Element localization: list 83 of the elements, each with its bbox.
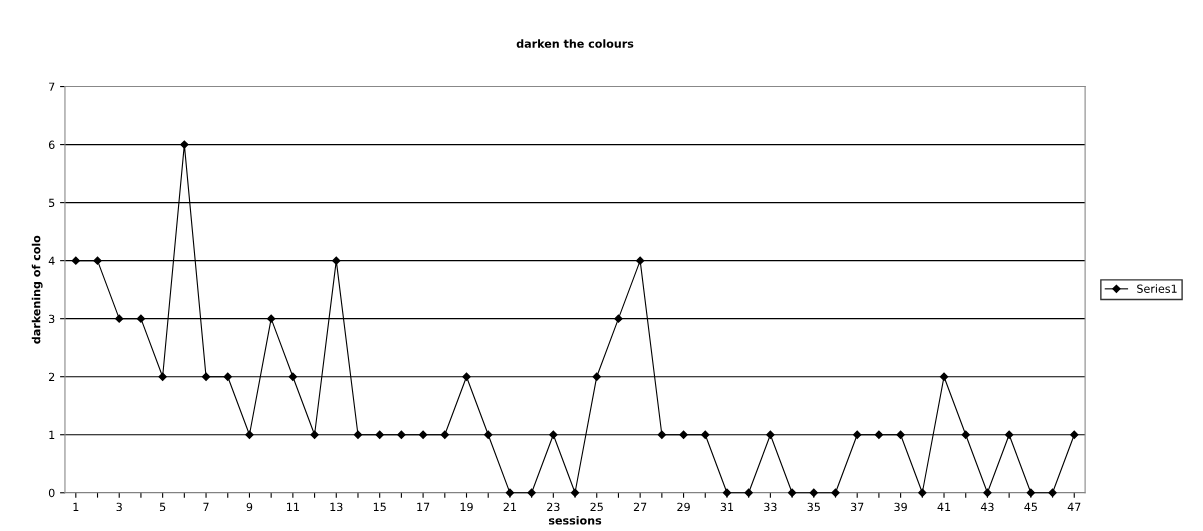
x-tick-label: 15 [373,502,386,512]
point [397,430,406,439]
x-tick-label: 33 [764,502,777,512]
x-tick-label: 11 [287,502,299,511]
x-tick-label: 21 [503,502,516,511]
point [353,430,363,439]
point [484,430,493,439]
point [505,488,515,497]
x-tick-label: 1 [73,502,79,511]
x-tick-label: 41 [937,502,951,511]
point [223,372,232,381]
x-tick-label: 47 [1067,502,1081,511]
point [375,430,384,439]
y-tick-label: 1 [49,430,55,439]
y-tick-label: 4 [48,256,55,265]
y-tick-label: 6 [48,140,55,149]
point [1048,488,1057,497]
x-tick-label: 5 [159,502,166,512]
point [115,314,124,323]
y-axis-title: darkening of colo [31,235,43,344]
point [657,430,666,439]
x-tick-label: 23 [547,502,560,512]
point [831,488,840,497]
y-tick-label: 2 [48,372,55,381]
point [462,372,471,381]
point [1005,430,1014,439]
point [701,430,710,439]
point [614,314,623,323]
point [636,256,645,265]
point [874,430,884,439]
x-tick-label: 13 [330,502,343,512]
point [1026,488,1035,497]
point [288,372,297,381]
y-tick-label: 3 [49,314,55,324]
point [440,430,449,439]
point [809,488,818,497]
point [939,372,949,381]
x-tick-label: 31 [720,502,734,512]
point [679,430,688,439]
point [180,140,189,149]
x-tick-label: 29 [677,502,690,512]
x-tick-label: 19 [460,502,473,512]
x-tick-label: 17 [417,502,430,511]
point [93,256,102,265]
legend-label: Series1 [1137,284,1177,293]
point [267,314,276,323]
x-tick-label: 9 [246,502,253,512]
point [549,430,558,439]
y-tick-label: 5 [49,198,55,207]
x-tick-label: 25 [590,502,603,512]
point [766,430,775,439]
point [332,256,341,265]
point [418,430,428,439]
point [201,372,211,381]
y-tick-label: 0 [48,488,55,498]
point [592,372,601,381]
x-tick-label: 43 [980,502,994,512]
point [310,430,319,439]
point [136,314,146,323]
point [896,430,905,439]
x-tick-label: 35 [807,502,820,512]
point [787,488,797,497]
x-tick-label: 27 [633,502,647,511]
point [1070,430,1079,439]
point [527,488,536,497]
point [744,488,753,497]
point [983,488,992,497]
chart-title: darken the colours [516,39,634,48]
point [918,488,927,497]
point [158,372,167,381]
x-axis-title: sessions [548,516,602,525]
point [570,488,580,497]
x-tick-label: 3 [116,502,122,512]
x-tick-label: 45 [1024,502,1037,512]
point [722,488,732,497]
x-tick-label: 7 [203,502,209,511]
x-tick-label: 37 [850,502,864,512]
y-tick-label: 7 [49,82,55,91]
point [853,430,862,439]
point [961,430,970,439]
point [245,430,254,439]
point [71,256,80,265]
x-tick-label: 39 [894,502,907,512]
